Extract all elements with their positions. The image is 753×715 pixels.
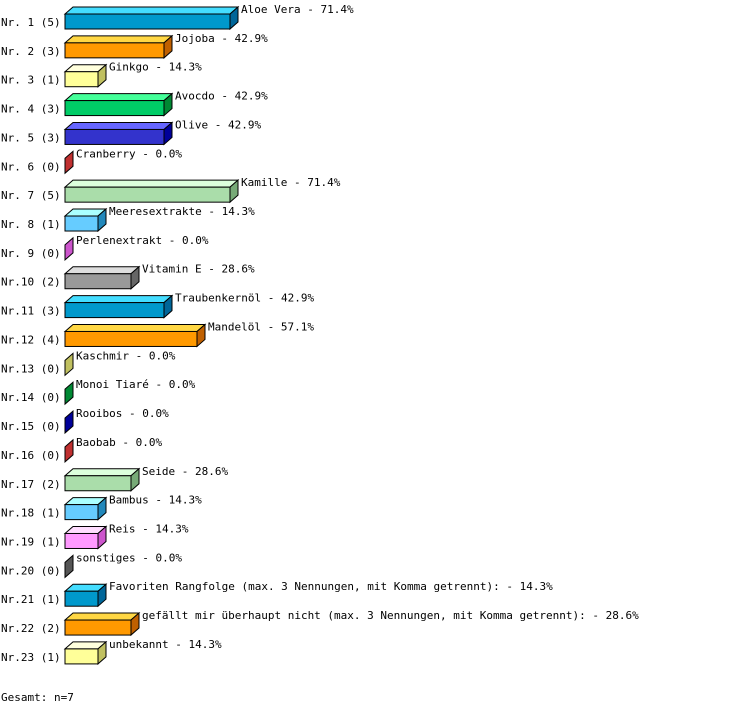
bar xyxy=(64,150,74,175)
row-rank-label: Nr. 9 (0) xyxy=(1,247,61,260)
bar xyxy=(64,42,165,59)
bar xyxy=(64,554,74,579)
bar xyxy=(64,236,74,261)
bar-value-label: Perlenextrakt - 0.0% xyxy=(76,234,209,247)
bar xyxy=(64,475,132,492)
row-rank-label: Nr.10 (2) xyxy=(1,276,61,289)
bar-value-label: Reis - 14.3% xyxy=(109,522,189,535)
bar-value-label: Rooibos - 0.0% xyxy=(76,407,169,420)
bar xyxy=(64,409,74,435)
bar xyxy=(64,504,99,521)
bar xyxy=(64,532,99,549)
bar xyxy=(64,302,165,319)
row-rank-label: Nr.18 (1) xyxy=(1,507,61,520)
bar xyxy=(64,186,231,203)
row-rank-label: Nr. 3 (1) xyxy=(1,74,61,87)
bar xyxy=(64,273,132,290)
row-rank-label: Nr.19 (1) xyxy=(1,535,61,548)
bar-value-label: Seide - 28.6% xyxy=(142,465,228,478)
row-rank-label: Nr.11 (3) xyxy=(1,305,61,318)
row-rank-label: Nr.21 (1) xyxy=(1,593,61,606)
bar-value-label: Baobab - 0.0% xyxy=(76,436,162,449)
bar-top-face xyxy=(63,93,174,102)
bar-top-face xyxy=(63,266,141,275)
bar xyxy=(64,381,74,406)
bar-top-face xyxy=(63,612,141,621)
bar-value-label: Cranberry - 0.0% xyxy=(76,147,182,160)
bar-value-label: Traubenkernöl - 42.9% xyxy=(175,292,314,305)
row-rank-label: Nr.14 (0) xyxy=(1,391,61,404)
row-rank-label: Nr.15 (0) xyxy=(1,420,61,433)
bar-top-face xyxy=(63,121,174,130)
row-rank-label: Nr.16 (0) xyxy=(1,449,61,462)
row-rank-label: Nr.17 (2) xyxy=(1,478,61,491)
row-rank-label: Nr.23 (1) xyxy=(1,651,61,664)
row-rank-label: Nr. 8 (1) xyxy=(1,218,61,231)
bar-value-label: Avocdo - 42.9% xyxy=(175,90,268,103)
bar-value-label: sonstiges - 0.0% xyxy=(76,551,182,564)
row-rank-label: Nr.20 (0) xyxy=(1,564,61,577)
bar-value-label: Olive - 42.9% xyxy=(175,118,261,131)
bar-value-label: Bambus - 14.3% xyxy=(109,494,202,507)
bar-value-label: Ginkgo - 14.3% xyxy=(109,61,202,74)
bar xyxy=(64,71,99,88)
bar xyxy=(64,13,231,30)
total-label: Gesamt: n=7 xyxy=(1,691,74,704)
bar-value-label: Meeresextrakte - 14.3% xyxy=(109,205,255,218)
bar-value-label: unbekannt - 14.3% xyxy=(109,638,222,651)
bar-value-label: Jojoba - 42.9% xyxy=(175,32,268,45)
row-rank-label: Nr. 1 (5) xyxy=(1,16,61,29)
bar-top-face xyxy=(63,295,174,304)
bar-top-face xyxy=(63,468,141,477)
bar-value-label: gefällt mir überhaupt nicht (max. 3 Nenn… xyxy=(142,609,639,622)
bar-value-label: Favoriten Rangfolge (max. 3 Nennungen, m… xyxy=(109,580,553,593)
bar xyxy=(64,352,74,377)
bar-value-label: Vitamin E - 28.6% xyxy=(142,263,255,276)
bar-top-face xyxy=(63,35,174,44)
row-rank-label: Nr.22 (2) xyxy=(1,622,61,635)
bar xyxy=(64,438,74,464)
row-rank-label: Nr. 4 (3) xyxy=(1,103,61,116)
bar xyxy=(64,215,99,232)
row-rank-label: Nr.13 (0) xyxy=(1,362,61,375)
bar xyxy=(64,648,99,665)
bar-value-label: Kamille - 71.4% xyxy=(241,176,341,189)
bar-value-label: Aloe Vera - 71.4% xyxy=(241,3,354,16)
row-rank-label: Nr. 2 (3) xyxy=(1,45,61,58)
row-rank-label: Nr. 5 (3) xyxy=(1,131,61,144)
bar-value-label: Kaschmir - 0.0% xyxy=(76,349,176,362)
bar-top-face xyxy=(63,323,207,332)
row-rank-label: Nr.12 (4) xyxy=(1,333,61,346)
bar xyxy=(64,330,198,347)
bar-top-face xyxy=(63,179,240,188)
bar-top-face xyxy=(63,6,240,15)
row-rank-label: Nr. 7 (5) xyxy=(1,189,61,202)
row-rank-label: Nr. 6 (0) xyxy=(1,160,61,173)
bar xyxy=(64,128,165,145)
bar-value-label: Mandelöl - 57.1% xyxy=(208,320,314,333)
bar xyxy=(64,590,99,607)
bar-value-label: Monoi Tiaré - 0.0% xyxy=(76,378,196,391)
bar xyxy=(64,100,165,117)
bar xyxy=(64,619,132,636)
